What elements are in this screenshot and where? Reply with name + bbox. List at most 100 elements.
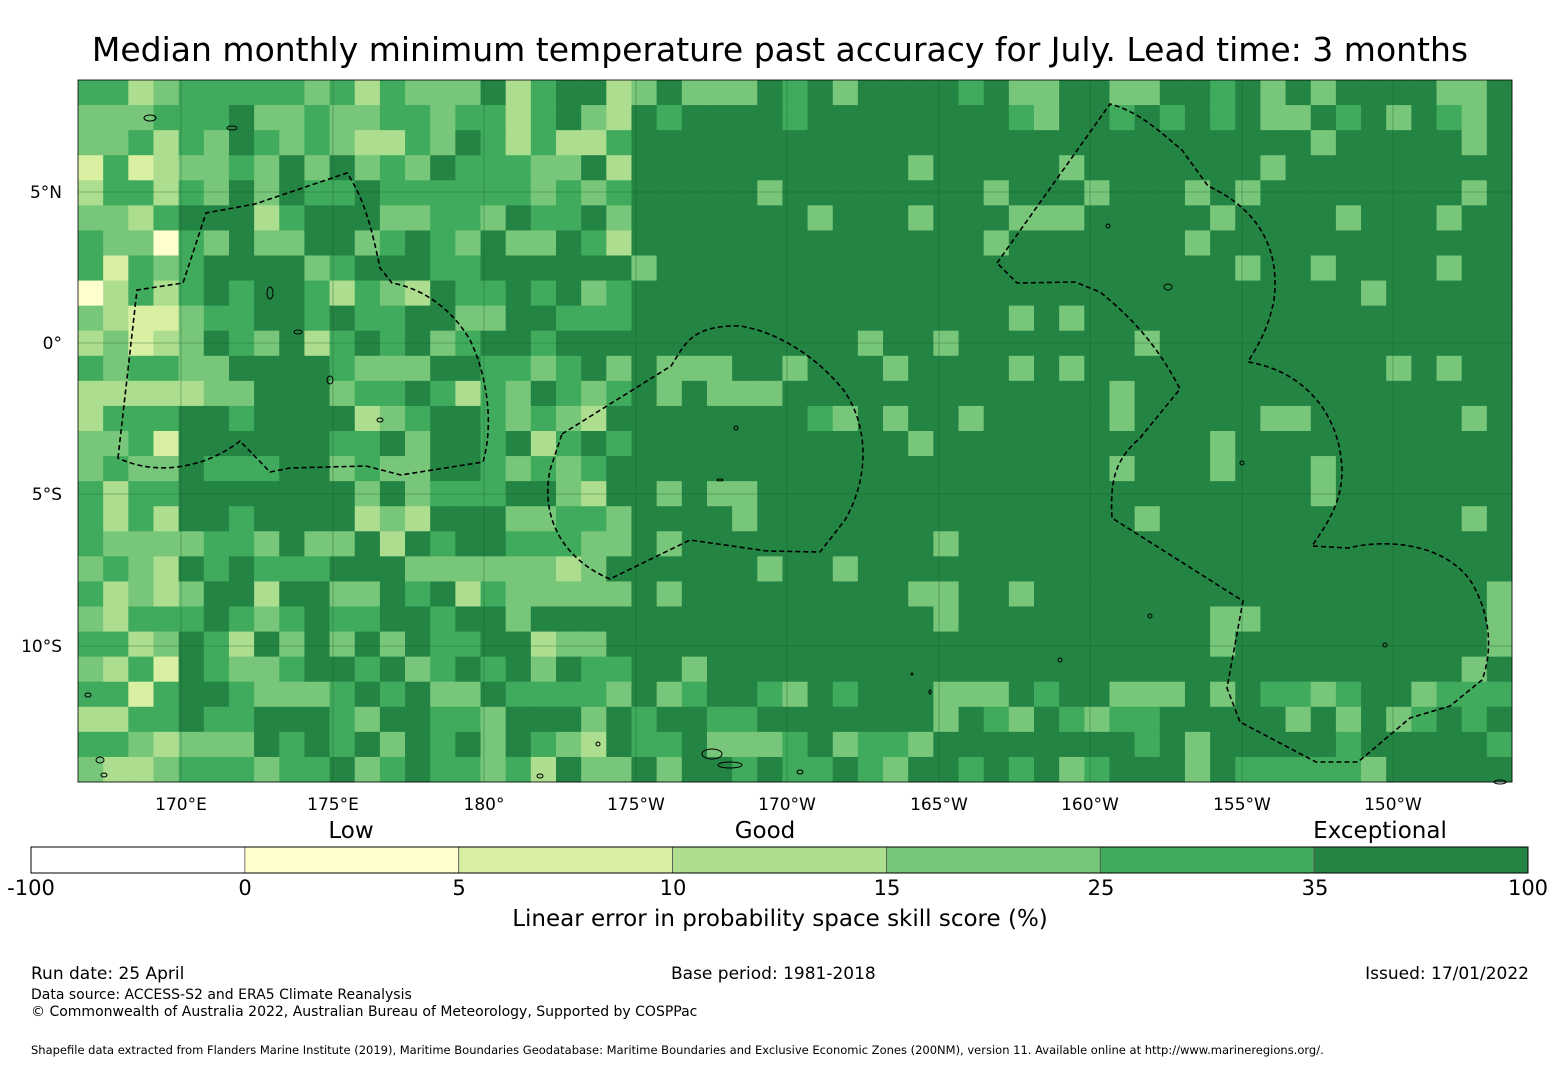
skill-cell — [505, 280, 532, 307]
skill-cell — [78, 506, 104, 532]
skill-cell — [1361, 330, 1387, 357]
skill-cell — [1335, 80, 1362, 106]
skill-cell — [505, 731, 532, 758]
skill-cell — [681, 155, 708, 181]
skill-cell — [103, 581, 129, 607]
skill-cell — [832, 606, 859, 632]
skill-cell — [153, 631, 180, 658]
skill-cell — [379, 506, 406, 532]
skill-cell — [430, 155, 456, 181]
skill-cell — [606, 130, 632, 156]
skill-cell — [480, 205, 507, 231]
skill-cell — [153, 255, 180, 281]
skill-cell — [128, 230, 154, 256]
skill-cell — [530, 581, 557, 607]
skill-cell — [354, 506, 381, 532]
skill-cell — [1034, 681, 1060, 708]
skill-cell — [103, 80, 129, 106]
skill-cell — [1008, 155, 1035, 181]
skill-cell — [1386, 355, 1412, 382]
skill-cell — [757, 205, 783, 231]
skill-cell — [631, 731, 658, 758]
island — [1163, 283, 1173, 291]
skill-cell — [832, 280, 859, 307]
skill-cell — [78, 631, 104, 658]
skill-cell — [908, 756, 934, 783]
skill-cell — [757, 280, 783, 307]
skill-cell — [1184, 105, 1211, 131]
skill-cell — [732, 205, 758, 231]
skill-cell — [203, 531, 230, 557]
skill-cell — [1008, 481, 1035, 507]
longitude-label: 170°E — [155, 795, 207, 815]
skill-cell — [883, 80, 909, 106]
skill-cell — [933, 380, 959, 407]
skill-cell — [203, 556, 230, 582]
skill-cell — [908, 230, 934, 256]
skill-cell — [983, 380, 1010, 407]
skill-cell — [581, 631, 607, 658]
skill-cell — [631, 706, 658, 733]
skill-cell — [1008, 355, 1035, 382]
skill-cell — [1008, 556, 1035, 582]
skill-cell — [1285, 556, 1312, 582]
skill-cell — [883, 431, 909, 457]
skill-cell — [455, 631, 481, 658]
latitude-tick-labels: 5°N0°5°S10°S — [21, 183, 62, 657]
skill-cell — [1084, 405, 1110, 432]
skill-cell — [455, 706, 481, 733]
skill-cell — [178, 80, 205, 106]
skill-cell — [430, 280, 456, 307]
skill-cell — [1159, 280, 1186, 307]
skill-cell — [1361, 180, 1387, 206]
skill-cell — [480, 255, 507, 281]
skill-cell — [304, 130, 330, 156]
skill-cell — [1285, 531, 1312, 557]
skill-cell — [405, 656, 431, 683]
skill-cell — [480, 105, 507, 131]
skill-cell — [228, 456, 255, 482]
skill-cell — [530, 130, 557, 156]
skill-cell — [1461, 556, 1488, 582]
skill-cell — [530, 531, 557, 557]
skill-cell — [832, 706, 859, 733]
skill-cell — [656, 380, 683, 407]
skill-cell — [732, 606, 758, 632]
skill-cell — [1361, 255, 1387, 281]
skill-cell — [933, 456, 959, 482]
skill-cell — [857, 205, 884, 231]
skill-cell — [656, 280, 683, 307]
skill-cell — [1411, 280, 1437, 307]
skill-cell — [1285, 481, 1312, 507]
skill-cell — [908, 506, 934, 532]
skill-cell — [1059, 731, 1085, 758]
skill-cell — [933, 506, 959, 532]
skill-cell — [1084, 305, 1110, 332]
skill-cell — [354, 581, 381, 607]
skill-cell — [228, 230, 255, 256]
skill-cell — [1486, 681, 1513, 708]
skill-cell — [329, 305, 356, 332]
skill-cell — [581, 355, 607, 382]
skill-cell — [379, 155, 406, 181]
skill-cell — [1260, 606, 1286, 632]
skill-cell — [505, 531, 532, 557]
skill-cell — [530, 481, 557, 507]
skill-cell — [1109, 606, 1136, 632]
skill-cell — [581, 681, 607, 708]
skill-cell — [505, 606, 532, 632]
skill-cell — [1285, 380, 1312, 407]
skill-cell — [681, 506, 708, 532]
skill-cell — [1411, 230, 1437, 256]
skill-cell — [505, 756, 532, 783]
skill-cell — [1184, 631, 1211, 658]
skill-cell — [958, 380, 985, 407]
skill-cell — [832, 130, 859, 156]
skill-cell — [405, 230, 431, 256]
skill-cell — [581, 731, 607, 758]
skill-cell — [581, 105, 607, 131]
skill-cell — [1034, 631, 1060, 658]
skill-cell — [1436, 255, 1463, 281]
skill-cell — [178, 581, 205, 607]
skill-cell — [782, 656, 808, 683]
